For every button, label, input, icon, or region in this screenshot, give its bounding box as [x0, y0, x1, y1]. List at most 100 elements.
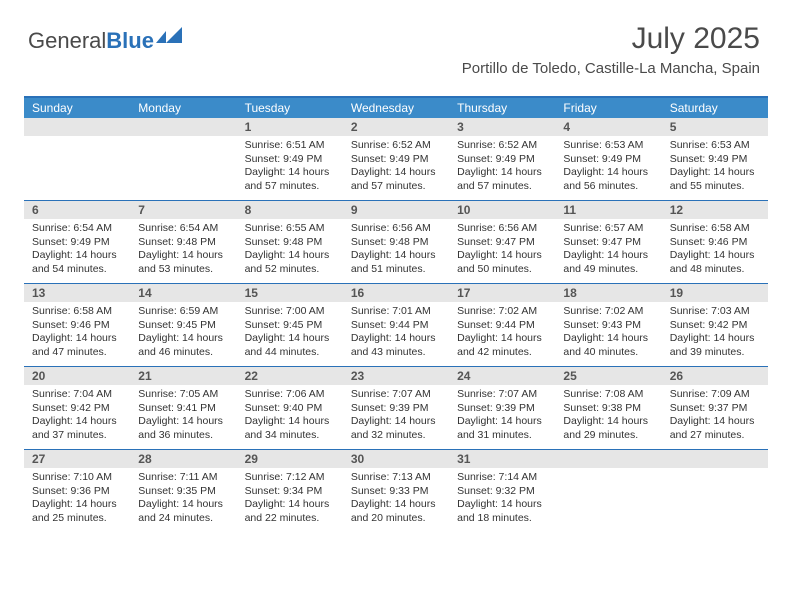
calendar-day: 13Sunrise: 6:58 AMSunset: 9:46 PMDayligh…: [24, 284, 130, 366]
calendar-day: 5Sunrise: 6:53 AMSunset: 9:49 PMDaylight…: [662, 118, 768, 200]
calendar-day: 29Sunrise: 7:12 AMSunset: 9:34 PMDayligh…: [237, 450, 343, 532]
day-header-wednesday: Wednesday: [343, 98, 449, 118]
calendar-day: 20Sunrise: 7:04 AMSunset: 9:42 PMDayligh…: [24, 367, 130, 449]
day-details: Sunrise: 6:59 AMSunset: 9:45 PMDaylight:…: [130, 302, 236, 364]
day-details: Sunrise: 7:02 AMSunset: 9:43 PMDaylight:…: [555, 302, 661, 364]
day-number: 2: [343, 118, 449, 136]
day-details: Sunrise: 7:11 AMSunset: 9:35 PMDaylight:…: [130, 468, 236, 530]
day-number: 26: [662, 367, 768, 385]
day-details: Sunrise: 7:05 AMSunset: 9:41 PMDaylight:…: [130, 385, 236, 447]
calendar-day: 14Sunrise: 6:59 AMSunset: 9:45 PMDayligh…: [130, 284, 236, 366]
day-details: Sunrise: 6:51 AMSunset: 9:49 PMDaylight:…: [237, 136, 343, 198]
calendar-day-empty: [662, 450, 768, 532]
day-number: 10: [449, 201, 555, 219]
calendar-day: 2Sunrise: 6:52 AMSunset: 9:49 PMDaylight…: [343, 118, 449, 200]
day-number: 27: [24, 450, 130, 468]
day-details: Sunrise: 6:53 AMSunset: 9:49 PMDaylight:…: [555, 136, 661, 198]
day-details: Sunrise: 6:54 AMSunset: 9:49 PMDaylight:…: [24, 219, 130, 281]
day-number: 6: [24, 201, 130, 219]
calendar-week: 1Sunrise: 6:51 AMSunset: 9:49 PMDaylight…: [24, 118, 768, 200]
day-number: 19: [662, 284, 768, 302]
day-details: Sunrise: 6:57 AMSunset: 9:47 PMDaylight:…: [555, 219, 661, 281]
day-details: Sunrise: 6:55 AMSunset: 9:48 PMDaylight:…: [237, 219, 343, 281]
day-details: Sunrise: 6:54 AMSunset: 9:48 PMDaylight:…: [130, 219, 236, 281]
page-header: July 2025 Portillo de Toledo, Castille-L…: [462, 22, 760, 77]
day-number: 21: [130, 367, 236, 385]
day-details: Sunrise: 7:08 AMSunset: 9:38 PMDaylight:…: [555, 385, 661, 447]
day-number: 23: [343, 367, 449, 385]
day-details: Sunrise: 6:53 AMSunset: 9:49 PMDaylight:…: [662, 136, 768, 198]
day-header-tuesday: Tuesday: [237, 98, 343, 118]
day-number: 13: [24, 284, 130, 302]
day-details: Sunrise: 7:01 AMSunset: 9:44 PMDaylight:…: [343, 302, 449, 364]
calendar-day: 3Sunrise: 6:52 AMSunset: 9:49 PMDaylight…: [449, 118, 555, 200]
logo-text-1: General: [28, 28, 106, 53]
day-number: [24, 118, 130, 136]
day-number: 22: [237, 367, 343, 385]
calendar-week: 13Sunrise: 6:58 AMSunset: 9:46 PMDayligh…: [24, 283, 768, 366]
calendar-day: 9Sunrise: 6:56 AMSunset: 9:48 PMDaylight…: [343, 201, 449, 283]
day-number: 8: [237, 201, 343, 219]
day-number: 4: [555, 118, 661, 136]
day-details: Sunrise: 7:07 AMSunset: 9:39 PMDaylight:…: [343, 385, 449, 447]
day-number: 5: [662, 118, 768, 136]
calendar-day: 24Sunrise: 7:07 AMSunset: 9:39 PMDayligh…: [449, 367, 555, 449]
day-details: Sunrise: 7:07 AMSunset: 9:39 PMDaylight:…: [449, 385, 555, 447]
day-number: 9: [343, 201, 449, 219]
calendar-day: 21Sunrise: 7:05 AMSunset: 9:41 PMDayligh…: [130, 367, 236, 449]
logo-text-2: Blue: [106, 28, 154, 53]
day-details: Sunrise: 7:00 AMSunset: 9:45 PMDaylight:…: [237, 302, 343, 364]
day-details: Sunrise: 7:02 AMSunset: 9:44 PMDaylight:…: [449, 302, 555, 364]
day-details: Sunrise: 7:12 AMSunset: 9:34 PMDaylight:…: [237, 468, 343, 530]
calendar-day-empty: [555, 450, 661, 532]
calendar-day: 6Sunrise: 6:54 AMSunset: 9:49 PMDaylight…: [24, 201, 130, 283]
day-number: 11: [555, 201, 661, 219]
day-header-friday: Friday: [555, 98, 661, 118]
day-number: [130, 118, 236, 136]
day-details: Sunrise: 7:03 AMSunset: 9:42 PMDaylight:…: [662, 302, 768, 364]
calendar-day: 17Sunrise: 7:02 AMSunset: 9:44 PMDayligh…: [449, 284, 555, 366]
calendar-day: 1Sunrise: 6:51 AMSunset: 9:49 PMDaylight…: [237, 118, 343, 200]
day-number: [662, 450, 768, 468]
day-number: 25: [555, 367, 661, 385]
calendar-day: 8Sunrise: 6:55 AMSunset: 9:48 PMDaylight…: [237, 201, 343, 283]
day-details: Sunrise: 6:52 AMSunset: 9:49 PMDaylight:…: [343, 136, 449, 198]
day-number: 28: [130, 450, 236, 468]
day-details: Sunrise: 6:52 AMSunset: 9:49 PMDaylight:…: [449, 136, 555, 198]
calendar-day: 18Sunrise: 7:02 AMSunset: 9:43 PMDayligh…: [555, 284, 661, 366]
calendar-day: 12Sunrise: 6:58 AMSunset: 9:46 PMDayligh…: [662, 201, 768, 283]
calendar-day: 7Sunrise: 6:54 AMSunset: 9:48 PMDaylight…: [130, 201, 236, 283]
calendar-week: 27Sunrise: 7:10 AMSunset: 9:36 PMDayligh…: [24, 449, 768, 532]
calendar-day: 16Sunrise: 7:01 AMSunset: 9:44 PMDayligh…: [343, 284, 449, 366]
calendar-day: 28Sunrise: 7:11 AMSunset: 9:35 PMDayligh…: [130, 450, 236, 532]
logo-text: GeneralBlue: [28, 28, 154, 54]
calendar: Sunday Monday Tuesday Wednesday Thursday…: [24, 96, 768, 532]
calendar-week: 6Sunrise: 6:54 AMSunset: 9:49 PMDaylight…: [24, 200, 768, 283]
day-number: 1: [237, 118, 343, 136]
day-number: [555, 450, 661, 468]
day-details: Sunrise: 7:10 AMSunset: 9:36 PMDaylight:…: [24, 468, 130, 530]
day-number: 30: [343, 450, 449, 468]
day-number: 20: [24, 367, 130, 385]
day-details: Sunrise: 7:09 AMSunset: 9:37 PMDaylight:…: [662, 385, 768, 447]
day-details: Sunrise: 7:04 AMSunset: 9:42 PMDaylight:…: [24, 385, 130, 447]
day-number: 14: [130, 284, 236, 302]
day-details: Sunrise: 7:06 AMSunset: 9:40 PMDaylight:…: [237, 385, 343, 447]
day-header-thursday: Thursday: [449, 98, 555, 118]
calendar-day: 23Sunrise: 7:07 AMSunset: 9:39 PMDayligh…: [343, 367, 449, 449]
calendar-day: 15Sunrise: 7:00 AMSunset: 9:45 PMDayligh…: [237, 284, 343, 366]
calendar-day: 19Sunrise: 7:03 AMSunset: 9:42 PMDayligh…: [662, 284, 768, 366]
calendar-day: 10Sunrise: 6:56 AMSunset: 9:47 PMDayligh…: [449, 201, 555, 283]
day-header-sunday: Sunday: [24, 98, 130, 118]
day-details: Sunrise: 6:56 AMSunset: 9:47 PMDaylight:…: [449, 219, 555, 281]
calendar-body: 1Sunrise: 6:51 AMSunset: 9:49 PMDaylight…: [24, 118, 768, 532]
day-number: 3: [449, 118, 555, 136]
calendar-day: 31Sunrise: 7:14 AMSunset: 9:32 PMDayligh…: [449, 450, 555, 532]
day-details: Sunrise: 6:56 AMSunset: 9:48 PMDaylight:…: [343, 219, 449, 281]
calendar-day-empty: [130, 118, 236, 200]
brand-logo: GeneralBlue: [28, 28, 192, 54]
month-title: July 2025: [462, 22, 760, 56]
calendar-day-empty: [24, 118, 130, 200]
calendar-day: 11Sunrise: 6:57 AMSunset: 9:47 PMDayligh…: [555, 201, 661, 283]
location-subtitle: Portillo de Toledo, Castille-La Mancha, …: [462, 60, 760, 77]
